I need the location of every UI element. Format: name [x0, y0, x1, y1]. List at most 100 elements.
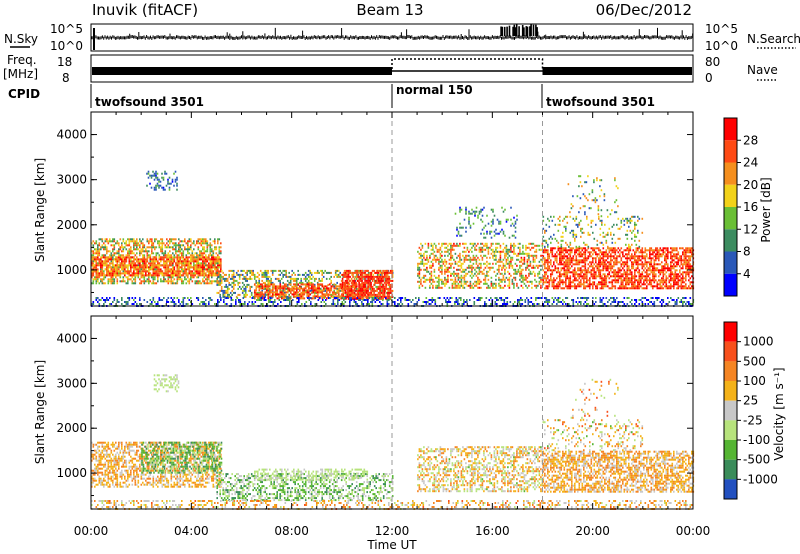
power-echo [282, 291, 284, 294]
power-echo [181, 262, 183, 265]
power-echo [157, 274, 159, 277]
power-echo [480, 266, 482, 269]
power-echo [457, 276, 460, 279]
power-echo [563, 281, 566, 284]
power-echo [511, 280, 514, 283]
power-echo [608, 263, 611, 266]
power-echo [544, 261, 546, 264]
power-echo [267, 271, 269, 274]
power-echo [540, 264, 542, 267]
power-echo [191, 258, 194, 261]
power-echo [605, 253, 608, 256]
power-echo [377, 291, 380, 294]
power-echo [439, 270, 442, 273]
power-echo [523, 260, 526, 263]
power-echo [365, 297, 368, 300]
power-echo [602, 277, 605, 280]
power-echo [139, 258, 141, 261]
power-echo [109, 240, 111, 243]
power-echo [499, 264, 502, 267]
power-echo [164, 260, 167, 263]
power-echo [279, 279, 281, 282]
power-echo [466, 248, 469, 251]
power-echo [417, 272, 419, 275]
power-echo [179, 246, 182, 249]
power-echo [457, 278, 460, 281]
power-echo [593, 257, 596, 260]
power-echo [528, 246, 530, 249]
power-echo [262, 281, 265, 284]
power-echo [167, 266, 170, 269]
power-echo [112, 274, 114, 277]
power-echo [185, 272, 188, 275]
power-echo [438, 284, 440, 287]
power-echo [325, 271, 328, 274]
power-echo [465, 226, 467, 229]
power-echo [340, 279, 343, 282]
power-echo [463, 270, 466, 273]
power-echo [244, 287, 247, 290]
power-echo [604, 253, 606, 256]
power-echo [155, 272, 158, 275]
power-echo [601, 281, 603, 284]
power-echo [605, 249, 608, 252]
power-echo [321, 289, 324, 292]
power-echo [136, 240, 138, 243]
power-echo [286, 279, 289, 282]
power-echo [550, 269, 552, 272]
power-echo [607, 275, 609, 278]
power-echo [157, 252, 159, 255]
power-echo [137, 258, 140, 261]
nsky-trace [91, 24, 694, 50]
power-echo [441, 242, 443, 245]
power-echo [359, 297, 362, 300]
power-echo [128, 260, 131, 263]
power-echo [605, 283, 608, 286]
power-echo [116, 242, 119, 245]
power-echo [104, 276, 107, 279]
power-echo [109, 250, 111, 253]
power-echo [587, 263, 590, 266]
power-echo [418, 276, 421, 279]
power-echo [91, 254, 93, 257]
power-echo [420, 256, 422, 259]
power-echo [158, 272, 161, 275]
power-echo [511, 222, 514, 225]
power-echo [511, 264, 514, 267]
power-echo [151, 246, 153, 249]
power-echo [110, 268, 113, 271]
power-echo [187, 272, 189, 275]
power-echo [572, 271, 575, 274]
power-echo [359, 291, 362, 294]
power-echo [423, 268, 425, 271]
power-echo [116, 240, 119, 243]
power-echo [218, 264, 221, 267]
power-echo [113, 266, 116, 269]
power-echo [290, 291, 292, 294]
power-echo [122, 246, 125, 249]
power-echo [486, 256, 488, 259]
power-echo [220, 268, 222, 271]
power-echo [469, 260, 472, 263]
power-echo [560, 273, 563, 276]
power-echo [556, 283, 558, 286]
power-echo [205, 250, 207, 253]
power-echo [420, 242, 422, 245]
power-echo [98, 252, 101, 255]
power-echo [517, 246, 520, 249]
power-echo [496, 272, 499, 275]
power-echo [469, 270, 472, 273]
power-echo [540, 258, 542, 261]
power-echo [486, 232, 488, 235]
power-echo [504, 272, 506, 275]
power-echo [502, 278, 505, 281]
power-echo [556, 271, 558, 274]
power-echo [182, 280, 185, 283]
power-echo [590, 271, 593, 274]
power-echo [592, 281, 594, 284]
power-echo [368, 279, 371, 282]
power-echo [161, 258, 164, 261]
power-echo [391, 289, 393, 292]
power-echo [607, 257, 609, 260]
power-echo [385, 271, 387, 274]
